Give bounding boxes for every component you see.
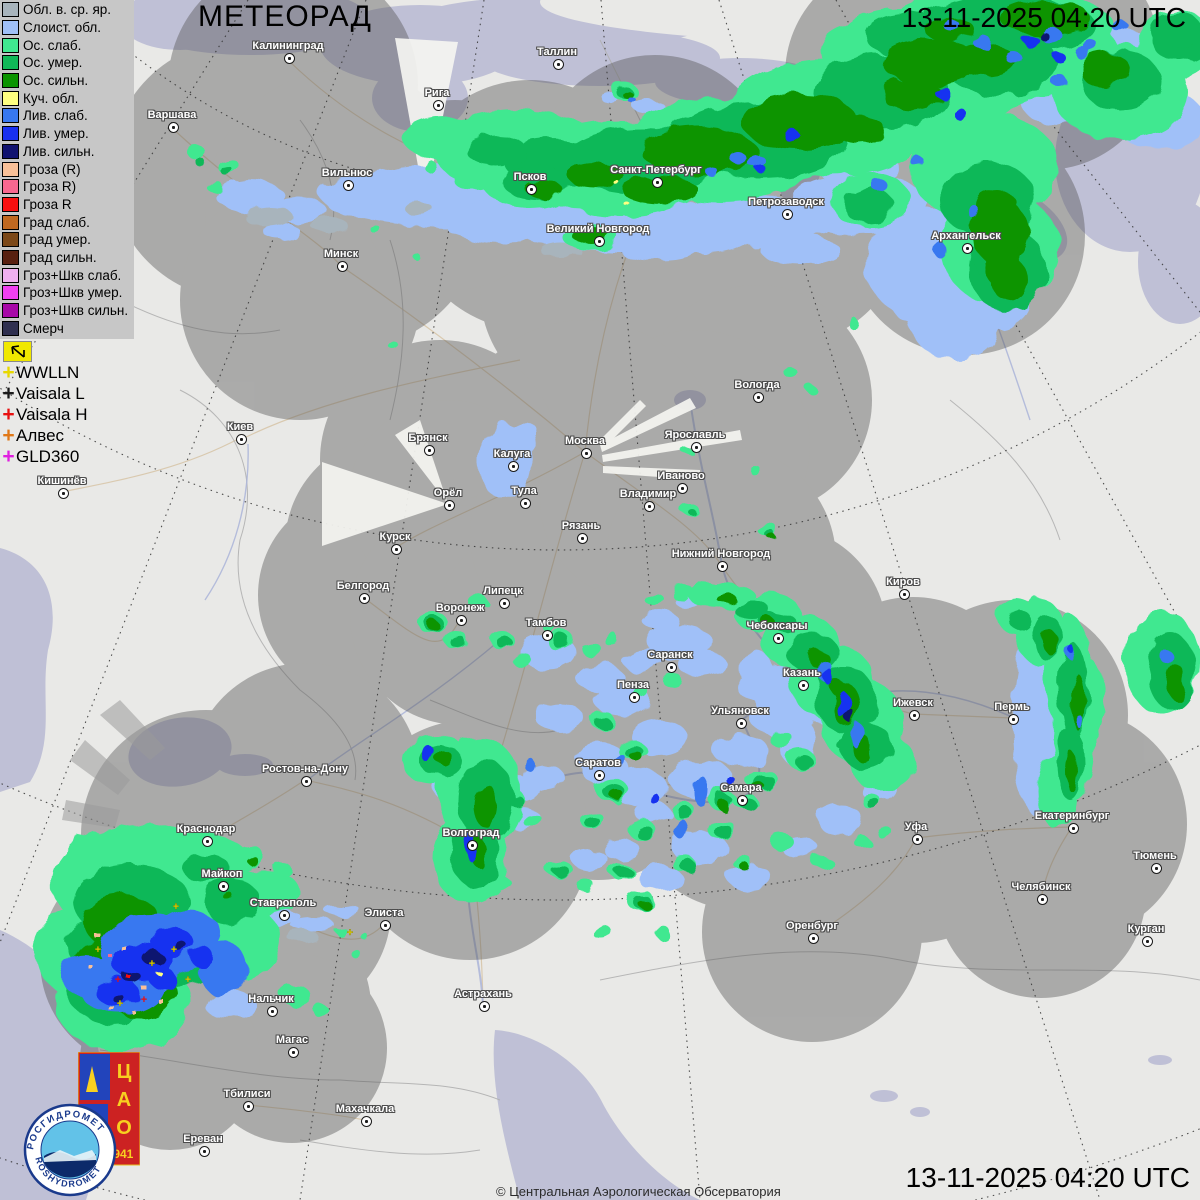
svg-text:О: О [116, 1117, 132, 1139]
precipitation-echoes [34, 0, 1200, 1052]
legend-swatch [2, 214, 19, 230]
lightning-network-item: + WWLLN [1, 362, 88, 383]
legend-item: Гроза R) [2, 178, 134, 196]
legend-label: Гроз+Шкв умер. [23, 285, 123, 301]
legend-label: Гроза (R) [23, 161, 81, 177]
legend-swatch [2, 20, 19, 36]
legend-item: Гроз+Шкв сильн. [2, 302, 134, 320]
legend-item: Гроз+Шкв умер. [2, 284, 134, 302]
legend-item: Град умер. [2, 231, 134, 249]
svg-text:А: А [117, 1089, 131, 1111]
legend-item: Ос. умер. [2, 54, 134, 72]
legend-label: Гроза R [23, 196, 72, 212]
legend-swatch [2, 55, 19, 71]
lightning-network-item: + Vaisala H [1, 402, 88, 426]
legend-swatch [2, 37, 19, 53]
lightning-cross-icon: + [2, 444, 15, 468]
tornado-track-symbol [3, 341, 32, 362]
lightning-cross-icon: + [2, 402, 15, 426]
legend-swatch [2, 2, 19, 18]
lightning-network-item: + GLD360 [1, 446, 88, 467]
legend-item: Лив. умер. [2, 125, 134, 143]
svg-text:+: + [141, 994, 147, 1006]
roshydromet-logo: РОСГИДРОМЕТ ROSHYDROMET [23, 1103, 117, 1197]
attribution: © Центральная Аэрологическая Обсерватори… [496, 1184, 781, 1199]
svg-text:+: + [149, 958, 155, 970]
legend-label: Гроз+Шкв сильн. [23, 303, 129, 319]
legend-swatch [2, 320, 19, 336]
legend-item: Лив. слаб. [2, 107, 134, 125]
legend-label: Лив. умер. [23, 126, 89, 142]
legend-label: Лив. слаб. [23, 108, 88, 124]
lightning-cross-icon: + [2, 381, 15, 405]
legend-label: Ос. слаб. [23, 37, 82, 53]
legend-swatch [2, 73, 19, 89]
lightning-network-item: + Vaisala L [1, 383, 88, 404]
lightning-cross-icon: + [2, 423, 15, 447]
legend-swatch [2, 303, 19, 319]
legend-item: Гроз+Шкв слаб. [2, 266, 134, 284]
legend-swatch [2, 196, 19, 212]
lightning-network-label: Алвес [16, 425, 65, 445]
legend-label: Обл. в. ср. яр. [23, 2, 112, 18]
svg-text:+: + [171, 944, 177, 956]
svg-text:+: + [115, 974, 121, 986]
legend-swatch [2, 232, 19, 248]
legend-swatch [2, 108, 19, 124]
legend-swatch [2, 179, 19, 195]
cao-letter: Ц [117, 1061, 132, 1083]
lightning-cross-icon: + [2, 360, 15, 384]
svg-text:+: + [95, 944, 101, 956]
lightning-network-label: GLD360 [16, 446, 80, 466]
page-title: МЕТЕОРАД [198, 0, 372, 33]
lightning-network-item: + Алвес [1, 425, 88, 446]
legend-label: Град сильн. [23, 249, 97, 265]
legend-item: Смерч [2, 319, 134, 337]
legend-item: Град сильн. [2, 249, 134, 267]
tornado-arrow-icon [11, 345, 25, 358]
legend-label: Смерч [23, 320, 64, 336]
legend-swatch [2, 90, 19, 106]
legend-item: Лив. сильн. [2, 143, 134, 161]
radar-blockage-wedges [62, 38, 742, 940]
legend-swatch [2, 249, 19, 265]
legend-label: Куч. обл. [23, 90, 79, 106]
timestamp-bottom: 13-11-2025 04:20 UTC [905, 1162, 1190, 1193]
legend-swatch [2, 161, 19, 177]
legend-item: Гроза R [2, 196, 134, 214]
timestamp-top: 13-11-2025 04:20 UTC [901, 2, 1186, 33]
lightning-strikes: + + + + + + + + + [95, 901, 354, 1010]
legend-item: Гроза (R) [2, 160, 134, 178]
legend-item: Ос. слаб. [2, 36, 134, 54]
svg-text:+: + [347, 927, 353, 939]
legend-label: Гроза R) [23, 179, 77, 195]
legend-label: Град слаб. [23, 214, 90, 230]
legend-label: Гроз+Шкв слаб. [23, 267, 122, 283]
precipitation-legend: Обл. в. ср. яр. Слоист. обл. Ос. слаб. Ос. … [0, 0, 134, 340]
legend-item: Обл. в. ср. яр. [2, 1, 134, 19]
legend-item: Слоист. обл. [2, 19, 134, 37]
legend-swatch [2, 126, 19, 142]
legend-swatch [2, 143, 19, 159]
legend-label: Град умер. [23, 232, 91, 248]
lightning-network-label: Vaisala H [16, 404, 88, 424]
legend-item: Ос. сильн. [2, 72, 134, 90]
legend-label: Слоист. обл. [23, 20, 102, 36]
lightning-network-label: Vaisala L [16, 383, 85, 403]
legend-label: Ос. сильн. [23, 73, 89, 89]
lightning-network-label: WWLLN [16, 362, 80, 382]
lightning-network-legend: + WWLLN + Vaisala L + Vaisala H + Алвес + GLD360 [1, 362, 88, 467]
svg-text:+: + [117, 998, 123, 1010]
legend-item: Град слаб. [2, 213, 134, 231]
legend-swatch [2, 267, 19, 283]
svg-text:+: + [185, 974, 191, 986]
legend-item: Куч. обл. [2, 89, 134, 107]
legend-label: Лив. сильн. [23, 143, 95, 159]
radar-coverage [40, 0, 1187, 1150]
legend-swatch [2, 285, 19, 301]
legend-label: Ос. умер. [23, 55, 83, 71]
svg-text:+: + [173, 901, 179, 913]
